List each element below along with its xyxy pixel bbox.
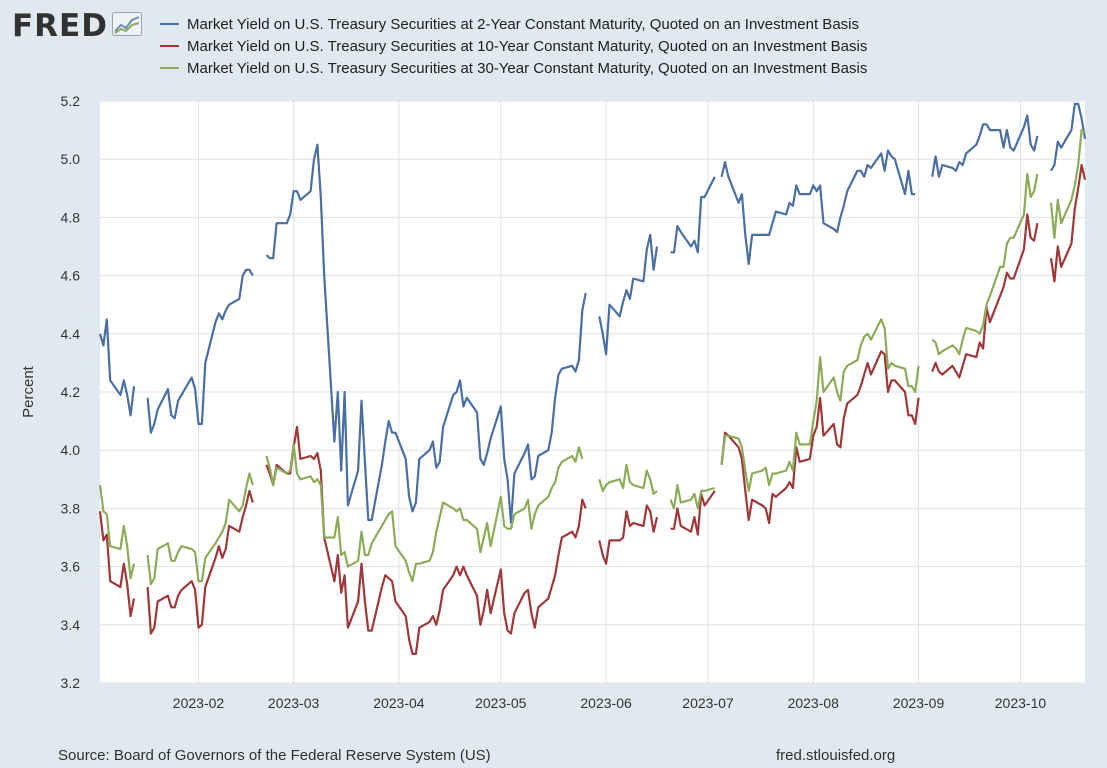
x-tick-label: 2023-05 [475, 695, 527, 711]
series-segment [931, 213, 1039, 379]
chart-legend: Market Yield on U.S. Treasury Securities… [160, 13, 867, 79]
series-segment [598, 233, 659, 356]
series-segment [265, 143, 587, 525]
y-tick-label: 3.4 [61, 617, 81, 633]
y-tick-label: 5.0 [61, 151, 81, 167]
series-segment [146, 268, 254, 434]
series-segment [1049, 129, 1086, 239]
legend-swatch-10-year [160, 45, 179, 47]
series-segment [598, 463, 658, 495]
series-segment [598, 504, 659, 565]
x-tick-label: 2023-07 [682, 695, 734, 711]
x-tick-label: 2023-06 [580, 695, 632, 711]
legend-swatch-2-year [160, 23, 179, 25]
x-tick-label: 2023-08 [788, 695, 840, 711]
series-segment [146, 472, 254, 586]
x-tick-label: 2023-10 [995, 695, 1047, 711]
x-tick-label: 2023-09 [893, 695, 945, 711]
series-line-3 [98, 129, 1086, 586]
series-segment [98, 511, 136, 618]
y-tick-label: 4.0 [61, 442, 81, 458]
legend-item-30-year[interactable]: Market Yield on U.S. Treasury Securities… [160, 57, 867, 79]
legend-item-10-year[interactable]: Market Yield on U.S. Treasury Securities… [160, 35, 867, 57]
y-tick-label: 3.2 [61, 675, 81, 691]
series-segment [720, 350, 920, 525]
y-tick-label: 4.8 [61, 209, 81, 225]
series-segment [931, 114, 1039, 178]
series-line-1 [98, 102, 1087, 525]
series-segment [265, 443, 584, 583]
x-tick-label: 2023-03 [268, 695, 320, 711]
series-segment [1050, 102, 1087, 172]
legend-label-10-year: Market Yield on U.S. Treasury Securities… [187, 37, 868, 55]
fred-logo[interactable]: FRED [12, 8, 142, 44]
fred-url-link[interactable]: fred.stlouisfed.org [776, 747, 896, 764]
chart-line-icon [111, 11, 142, 41]
x-tick-label: 2023-02 [173, 695, 225, 711]
y-tick-label: 3.6 [61, 559, 81, 575]
legend-label-30-year: Market Yield on U.S. Treasury Securities… [187, 59, 868, 77]
series-segment [720, 318, 920, 492]
legend-label-2-year: Market Yield on U.S. Treasury Securities… [187, 15, 859, 33]
x-tick-label: 2023-04 [373, 695, 425, 711]
y-axis-label: Percent [20, 365, 37, 418]
series-segment [670, 490, 716, 536]
source-note: Source: Board of Governors of the Federa… [58, 747, 491, 764]
y-tick-label: 4.4 [61, 326, 81, 342]
legend-item-2-year[interactable]: Market Yield on U.S. Treasury Securities… [160, 13, 867, 35]
series-line-2 [98, 163, 1087, 656]
y-tick-label: 4.6 [61, 268, 81, 284]
y-tick-label: 4.2 [61, 384, 81, 400]
series-segment [98, 484, 136, 580]
series-segment [720, 149, 916, 266]
series-segment [670, 176, 716, 254]
series-segment [265, 425, 587, 656]
series-segment [669, 484, 716, 510]
y-tick-label: 3.8 [61, 500, 81, 516]
series-segment [98, 318, 136, 417]
fred-logo-text: FRED [12, 8, 108, 44]
series-segment [1049, 163, 1087, 283]
legend-swatch-30-year [160, 67, 179, 69]
y-tick-label: 5.2 [61, 93, 81, 109]
series-segment [146, 489, 254, 635]
series-segment [931, 172, 1039, 356]
